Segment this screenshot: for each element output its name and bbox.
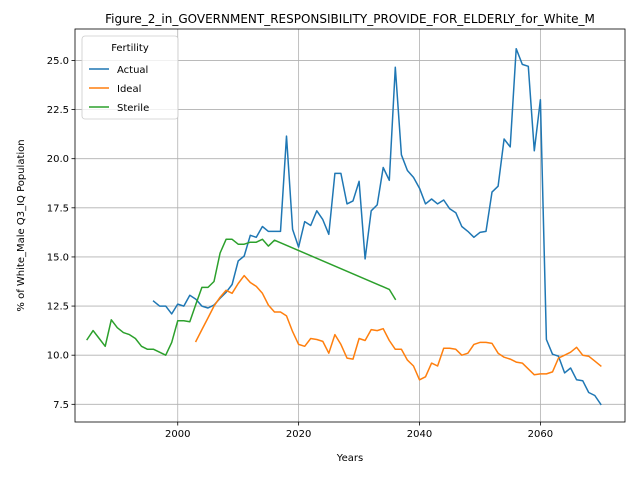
- y-axis-title: % of White_Male Q3_IQ Population: [16, 139, 27, 311]
- y-tick-label: 10.0: [47, 351, 69, 362]
- series-line-sterile: [86, 238, 397, 356]
- y-tick-label: 25.0: [47, 56, 69, 67]
- x-tick-label: 2040: [407, 429, 432, 440]
- y-tick-label: 15.0: [47, 252, 69, 263]
- y-tick-label: 22.5: [47, 105, 69, 116]
- chart-title: Figure_2_in_GOVERNMENT_RESPONSIBILITY_PR…: [105, 12, 595, 26]
- legend-label-actual: Actual: [117, 65, 148, 76]
- axis-ticks: 2000 2020 2040 2060 7.5 10.0 12.5 15.0 17.5 20.0 2…: [47, 56, 553, 440]
- legend: Fertility Actual Ideal Sterile: [81, 35, 179, 120]
- x-tick-label: 2060: [528, 429, 553, 440]
- y-tick-label: 17.5: [47, 203, 69, 214]
- y-tick-label: 20.0: [47, 154, 69, 165]
- x-axis-title: Years: [336, 453, 363, 464]
- x-tick-label: 2000: [165, 429, 190, 440]
- y-tick-label: 12.5: [47, 302, 69, 313]
- legend-box: [81, 35, 179, 120]
- series-line-actual: [152, 47, 602, 406]
- grid-lines: [75, 29, 625, 422]
- x-tick-label: 2020: [286, 429, 311, 440]
- legend-label-sterile: Sterile: [117, 103, 149, 114]
- plot-frame: [74, 28, 626, 423]
- legend-title: Fertility: [111, 43, 149, 54]
- y-tick-label: 7.5: [53, 400, 69, 411]
- legend-label-ideal: Ideal: [117, 84, 141, 95]
- series-line-ideal: [194, 274, 602, 381]
- series-lines: [86, 47, 602, 406]
